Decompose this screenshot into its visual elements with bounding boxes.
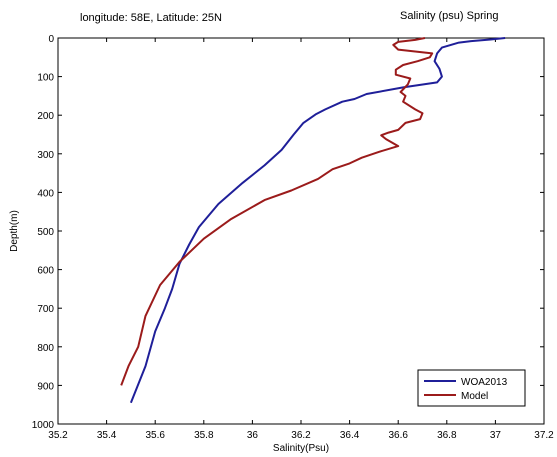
x-axis-label: Salinity(Psu) <box>273 443 329 454</box>
y-tick-label: 500 <box>37 227 54 238</box>
legend: WOA2013 Model <box>417 369 526 407</box>
plot-area <box>57 37 545 425</box>
legend-box <box>417 369 526 407</box>
y-tick-labels: 0 100 200 300 400 500 600 700 800 900 1000 <box>32 34 55 431</box>
y-tick-label: 800 <box>37 343 54 354</box>
x-tick-label: 36.4 <box>340 430 360 441</box>
x-tick-label: 36.2 <box>291 430 311 441</box>
y-tick-label: 900 <box>37 381 54 392</box>
y-tick-label: 300 <box>37 150 54 161</box>
x-tick-label: 36.6 <box>388 430 408 441</box>
legend-label: Model <box>461 391 488 402</box>
x-tick-label: 35.8 <box>194 430 214 441</box>
y-tick-label: 700 <box>37 304 54 315</box>
legend-label: WOA2013 <box>461 377 508 388</box>
y-tick-label: 600 <box>37 266 54 277</box>
x-tick-labels: 35.2 35.4 35.6 35.8 36 36.2 36.4 36.6 36.8 37 37.2 <box>48 430 554 441</box>
series-lines <box>120 37 506 404</box>
y-tick-label: 200 <box>37 111 54 122</box>
y-tick-label: 1000 <box>32 420 55 431</box>
x-tick-label: 37.2 <box>534 430 554 441</box>
chart-header-location: longitude: 58E, Latitude: 25N <box>80 12 222 24</box>
y-tick-label: 400 <box>37 188 54 199</box>
x-tick-label: 35.6 <box>145 430 165 441</box>
x-tick-label: 36 <box>247 430 259 441</box>
series-line-woa2013 <box>129 37 506 404</box>
x-tick-label: 37 <box>490 430 502 441</box>
y-axis-label: Depth(m) <box>9 210 20 252</box>
chart-header-variable: Salinity (psu) Spring <box>400 10 499 22</box>
x-tick-label: 35.4 <box>97 430 117 441</box>
x-tick-label: 36.8 <box>437 430 457 441</box>
x-tick-label: 35.2 <box>48 430 68 441</box>
y-tick-label: 0 <box>48 34 54 45</box>
series-line-model <box>120 37 434 386</box>
y-tick-label: 100 <box>37 73 54 84</box>
